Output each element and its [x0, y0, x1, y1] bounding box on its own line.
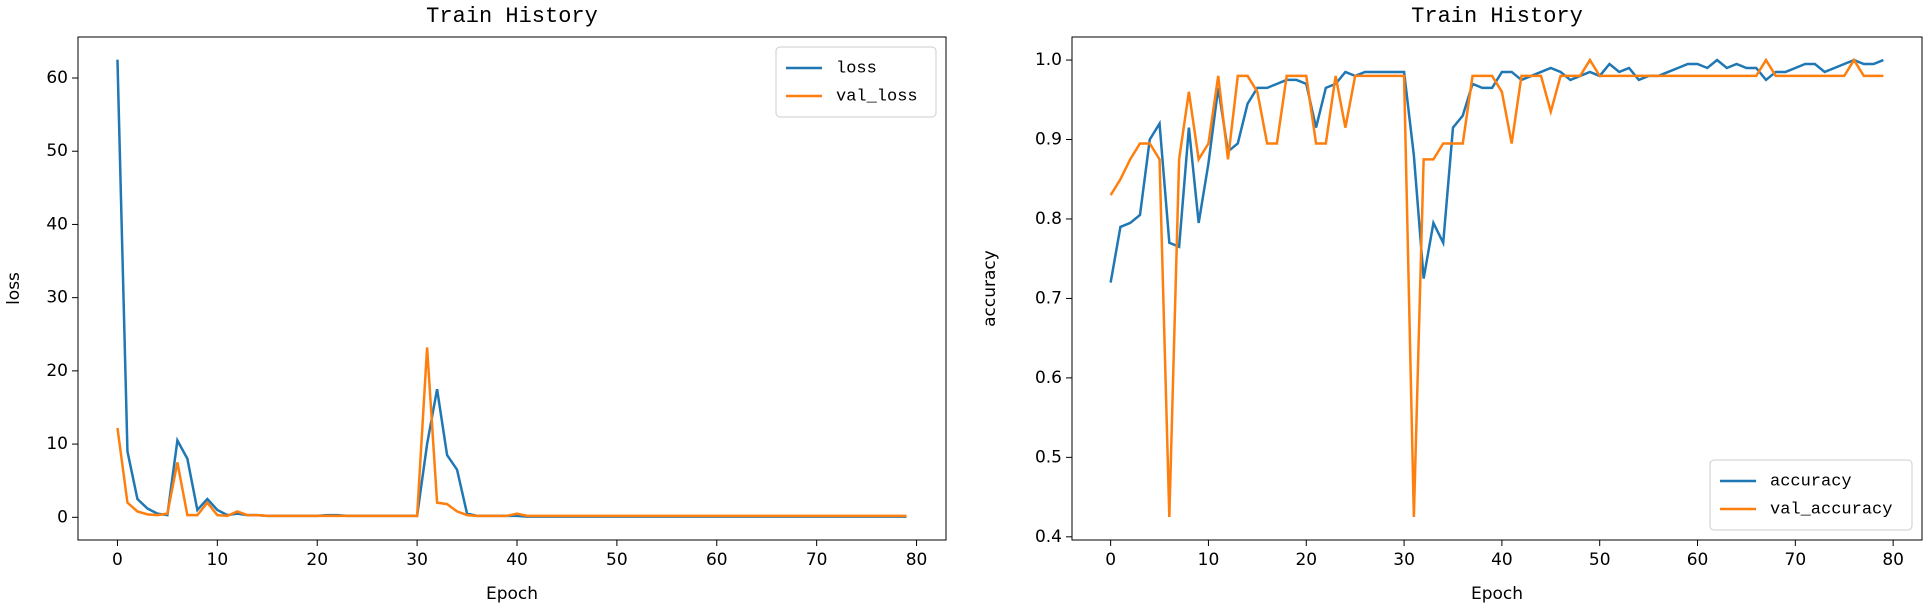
- y-tick-label: 0.6: [1035, 368, 1062, 388]
- y-tick-label: 20: [46, 361, 68, 381]
- y-tick-label: 0.9: [1035, 130, 1062, 150]
- x-tick-label: 10: [1198, 550, 1220, 570]
- x-tick-label: 80: [906, 550, 928, 570]
- x-tick-label: 20: [1295, 550, 1317, 570]
- y-tick-label: 0.7: [1035, 288, 1062, 308]
- y-tick-label: 30: [46, 288, 68, 308]
- x-tick-label: 80: [1882, 550, 1904, 570]
- x-tick-label: 30: [406, 550, 428, 570]
- chart-title: Train History: [1411, 4, 1583, 29]
- data-line: [1109, 57, 1884, 517]
- legend-text: val_accuracy: [1770, 500, 1892, 519]
- x-axis-label: Epoch: [486, 584, 538, 604]
- y-tick-label: 60: [46, 68, 68, 88]
- x-tick-label: 30: [1393, 550, 1415, 570]
- x-axis-label: Epoch: [1471, 584, 1523, 604]
- x-tick-label: 50: [1589, 550, 1611, 570]
- plot-frame: [1071, 36, 1923, 541]
- legend-box: [1709, 459, 1913, 531]
- x-tick-label: 70: [1785, 550, 1807, 570]
- y-tick-label: 0.4: [1035, 527, 1062, 547]
- x-tick-label: 0: [1105, 550, 1116, 570]
- y-tick-label: 1.0: [1035, 50, 1062, 70]
- x-tick-label: 60: [706, 550, 728, 570]
- x-tick-label: 20: [306, 550, 328, 570]
- y-tick-label: 0.5: [1035, 447, 1062, 467]
- data-line: [1109, 58, 1884, 283]
- x-tick-label: 40: [506, 550, 528, 570]
- chart-title: Train History: [426, 4, 598, 29]
- y-tick-label: 50: [46, 141, 68, 161]
- y-axis-label: accuracy: [980, 250, 1000, 327]
- x-tick-label: 50: [606, 550, 628, 570]
- y-tick-label: 40: [46, 214, 68, 234]
- x-tick-label: 60: [1687, 550, 1709, 570]
- y-tick-label: 10: [46, 434, 68, 454]
- data-line: [116, 59, 907, 518]
- legend-text: loss: [836, 59, 877, 78]
- x-tick-label: 0: [112, 550, 123, 570]
- plot-frame: [77, 36, 947, 541]
- y-tick-label: 0: [57, 507, 68, 527]
- legend-text: accuracy: [1770, 472, 1852, 491]
- legend-box: [775, 46, 937, 118]
- x-tick-label: 70: [806, 550, 828, 570]
- y-tick-label: 0.8: [1035, 209, 1062, 229]
- x-tick-label: 10: [207, 550, 229, 570]
- data-line: [116, 347, 907, 518]
- x-tick-label: 40: [1491, 550, 1513, 570]
- legend-text: val_loss: [836, 87, 918, 106]
- y-axis-label: loss: [4, 272, 24, 305]
